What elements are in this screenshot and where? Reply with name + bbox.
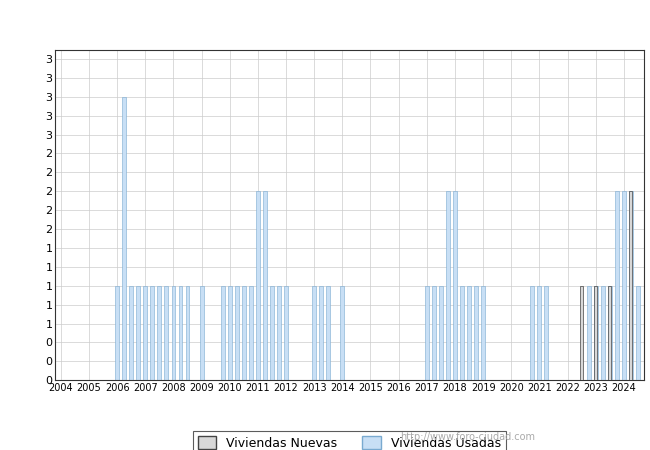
Bar — [172, 286, 176, 380]
Bar — [150, 286, 154, 380]
Bar — [474, 286, 478, 380]
Bar — [221, 286, 225, 380]
Bar — [235, 286, 239, 380]
Bar — [263, 191, 267, 380]
Bar — [608, 286, 611, 380]
Text: - Evolucion del Nº de Transacciones Inmobiliarias: - Evolucion del Nº de Transacciones Inmo… — [122, 13, 528, 28]
Bar — [432, 286, 436, 380]
Bar — [636, 286, 640, 380]
Bar — [164, 286, 168, 380]
Bar — [179, 286, 183, 380]
Bar — [594, 286, 597, 380]
Bar — [284, 286, 288, 380]
Bar — [587, 286, 591, 380]
Bar — [341, 286, 344, 380]
Bar — [122, 97, 126, 380]
Bar — [242, 286, 246, 380]
Bar — [256, 191, 260, 380]
Bar — [425, 286, 429, 380]
Bar — [629, 191, 632, 380]
Bar — [601, 286, 604, 380]
Text: http://www.foro-ciudad.com: http://www.foro-ciudad.com — [400, 432, 536, 442]
Bar — [227, 286, 231, 380]
Bar — [319, 286, 323, 380]
Bar — [608, 286, 612, 380]
Bar — [622, 191, 626, 380]
Bar — [277, 286, 281, 380]
Bar — [481, 286, 485, 380]
Bar — [157, 286, 161, 380]
Bar — [530, 286, 534, 380]
Bar — [629, 191, 632, 380]
Bar — [545, 286, 549, 380]
Bar — [593, 286, 597, 380]
Bar — [312, 286, 316, 380]
Bar — [439, 286, 443, 380]
Bar — [115, 286, 119, 380]
Bar — [467, 286, 471, 380]
Bar — [136, 286, 140, 380]
Bar — [270, 286, 274, 380]
Bar — [249, 286, 253, 380]
Legend: Viviendas Nuevas, Viviendas Usadas: Viviendas Nuevas, Viviendas Usadas — [192, 432, 506, 450]
Bar — [129, 286, 133, 380]
Bar — [580, 286, 583, 380]
Bar — [446, 191, 450, 380]
Bar — [538, 286, 541, 380]
Bar — [200, 286, 203, 380]
Bar — [326, 286, 330, 380]
Bar — [144, 286, 148, 380]
Bar — [460, 286, 464, 380]
Bar — [186, 286, 189, 380]
Bar — [615, 191, 619, 380]
Bar — [453, 191, 457, 380]
